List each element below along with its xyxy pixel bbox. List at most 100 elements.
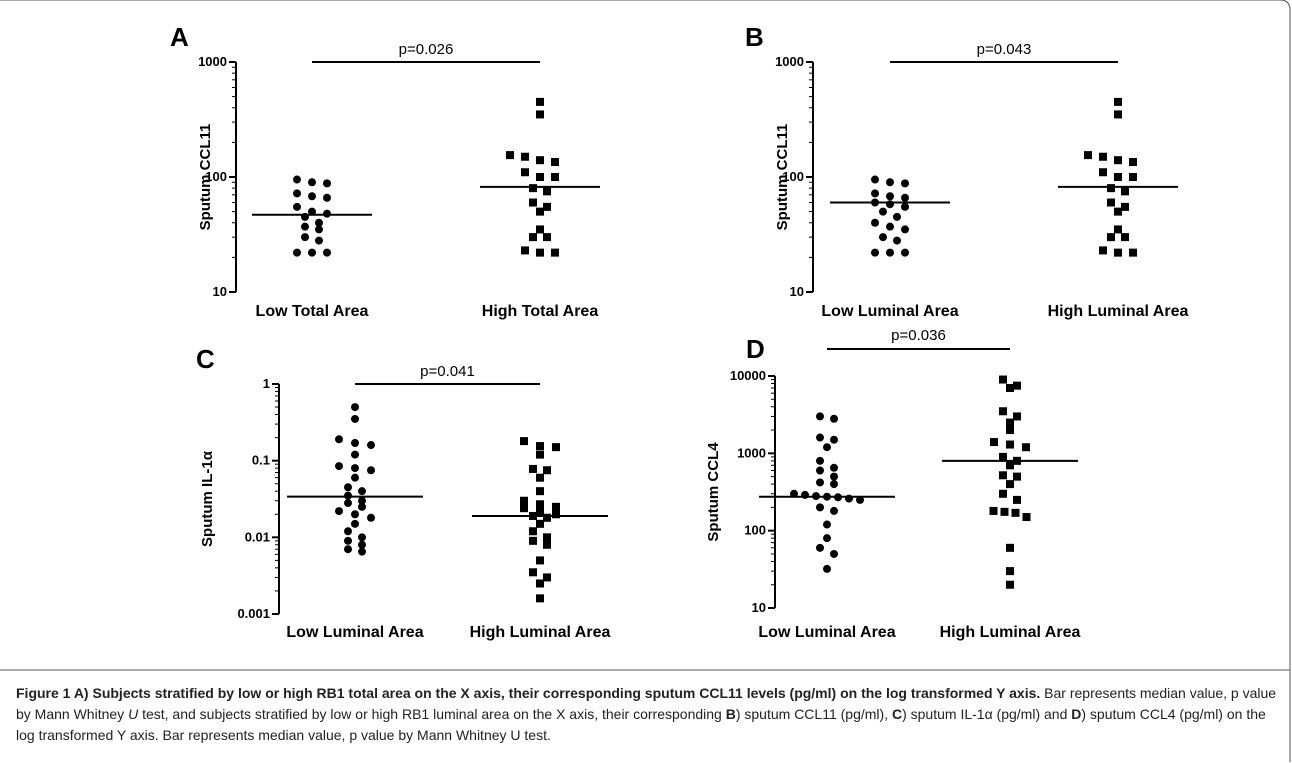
data-point-circle: [323, 248, 331, 257]
data-point-square: [520, 496, 528, 505]
data-point-square: [520, 504, 528, 513]
y-tick-label: 10: [752, 600, 766, 615]
data-point-square: [999, 471, 1007, 480]
data-point-square: [1099, 152, 1107, 161]
data-point-square: [536, 225, 544, 234]
data-point-circle: [901, 179, 909, 188]
data-point-circle: [358, 540, 366, 549]
data-point-square: [543, 533, 551, 542]
data-point-circle: [335, 507, 343, 516]
data-point-square: [543, 202, 551, 211]
data-point-square: [999, 489, 1007, 498]
data-point-circle: [351, 473, 359, 482]
data-point-square: [536, 500, 544, 509]
category-label: High Luminal Area: [940, 624, 1081, 641]
data-point-square: [1107, 233, 1115, 242]
data-point-square: [506, 151, 514, 160]
data-point-circle: [323, 193, 331, 202]
data-point-circle: [301, 233, 309, 242]
data-point-circle: [816, 543, 824, 552]
y-tick-label: 0.01: [245, 529, 270, 544]
y-axis-title: Sputum IL-1α: [199, 450, 216, 547]
y-axis-title: Sputum CCL11: [774, 124, 791, 231]
data-point-square: [1107, 198, 1115, 207]
data-point-circle: [893, 212, 901, 221]
data-point-circle: [308, 207, 316, 216]
caption-d-label: D: [1071, 706, 1082, 722]
data-point-square: [543, 540, 551, 549]
figure-caption: Figure 1 A) Subjects stratified by low o…: [16, 683, 1282, 746]
data-point-circle: [344, 536, 352, 545]
data-point-square: [1022, 513, 1031, 522]
data-point-square: [1129, 173, 1137, 181]
data-point-circle: [358, 496, 366, 505]
data-point-square: [1022, 443, 1030, 452]
caption-u-italic: U: [128, 706, 139, 722]
data-point-circle: [358, 502, 366, 511]
y-axis-title: Sputum CCL4: [705, 442, 722, 542]
data-point-square: [1006, 461, 1014, 470]
data-point-circle: [293, 175, 301, 184]
data-point-circle: [315, 236, 323, 245]
data-point-circle: [871, 248, 879, 257]
data-point-circle: [830, 480, 838, 489]
data-point-square: [1006, 543, 1014, 552]
panel-c: C 0.001 0.01 0.1 1 Sputum IL-1α p=0.041 Low Lum…: [196, 344, 610, 641]
data-point-square: [551, 248, 559, 257]
data-point-circle: [816, 456, 824, 465]
data-point-square: [520, 437, 528, 446]
data-point-circle: [823, 520, 831, 529]
data-point-square: [1129, 158, 1137, 167]
category-label: Low Luminal Area: [821, 303, 958, 320]
data-point-circle: [344, 527, 352, 536]
data-point-circle: [308, 178, 316, 187]
panel-a: A 10 100 1000 Sputum CCL11 p=0.026 Low Total A…: [170, 22, 600, 320]
data-point-circle: [886, 200, 894, 209]
data-point-circle: [344, 499, 352, 508]
data-point-square: [536, 207, 544, 216]
data-point-circle: [856, 495, 864, 504]
data-point-square: [1013, 495, 1021, 504]
data-point-circle: [358, 547, 366, 556]
data-point-circle: [335, 435, 343, 444]
y-tick-label: 1000: [737, 445, 766, 460]
data-point-square: [1099, 168, 1107, 177]
data-point-circle: [823, 564, 831, 573]
data-point-circle: [367, 441, 375, 450]
data-point-square: [1013, 381, 1021, 390]
data-point-circle: [816, 412, 824, 421]
y-tick-label: 0.1: [252, 453, 270, 468]
data-point-square: [1129, 248, 1137, 257]
caption-title: Figure 1 A) Subjects stratified by low o…: [16, 685, 1041, 701]
data-point-circle: [315, 218, 323, 227]
caption-text-2: test, and subjects stratified by low or …: [138, 706, 726, 722]
caption-text-4: ) sputum IL-1α (pg/ml) and: [902, 706, 1072, 722]
data-point-circle: [830, 435, 838, 444]
data-point-circle: [358, 533, 366, 542]
data-point-square: [536, 519, 544, 528]
data-point-square: [536, 579, 544, 588]
category-label: Low Luminal Area: [758, 624, 895, 641]
data-point-square: [543, 233, 551, 242]
data-point-square: [1006, 580, 1014, 589]
data-point-square: [1006, 480, 1014, 489]
data-point-circle: [886, 222, 894, 231]
data-point-square: [1099, 246, 1107, 255]
data-point-circle: [823, 443, 831, 452]
data-point-square: [1006, 418, 1014, 427]
data-point-square: [543, 573, 551, 582]
data-point-circle: [323, 179, 331, 188]
data-point-square: [1006, 440, 1014, 449]
data-point-circle: [871, 218, 879, 227]
panel-letter: B: [745, 22, 764, 52]
data-point-circle: [358, 487, 366, 496]
data-point-square: [1121, 202, 1129, 211]
data-point-square: [1114, 173, 1122, 181]
panel-letter: A: [170, 22, 189, 52]
data-point-square: [1107, 184, 1115, 193]
data-point-square: [1006, 426, 1014, 435]
data-point-square: [552, 443, 560, 452]
data-point-square: [521, 246, 529, 255]
